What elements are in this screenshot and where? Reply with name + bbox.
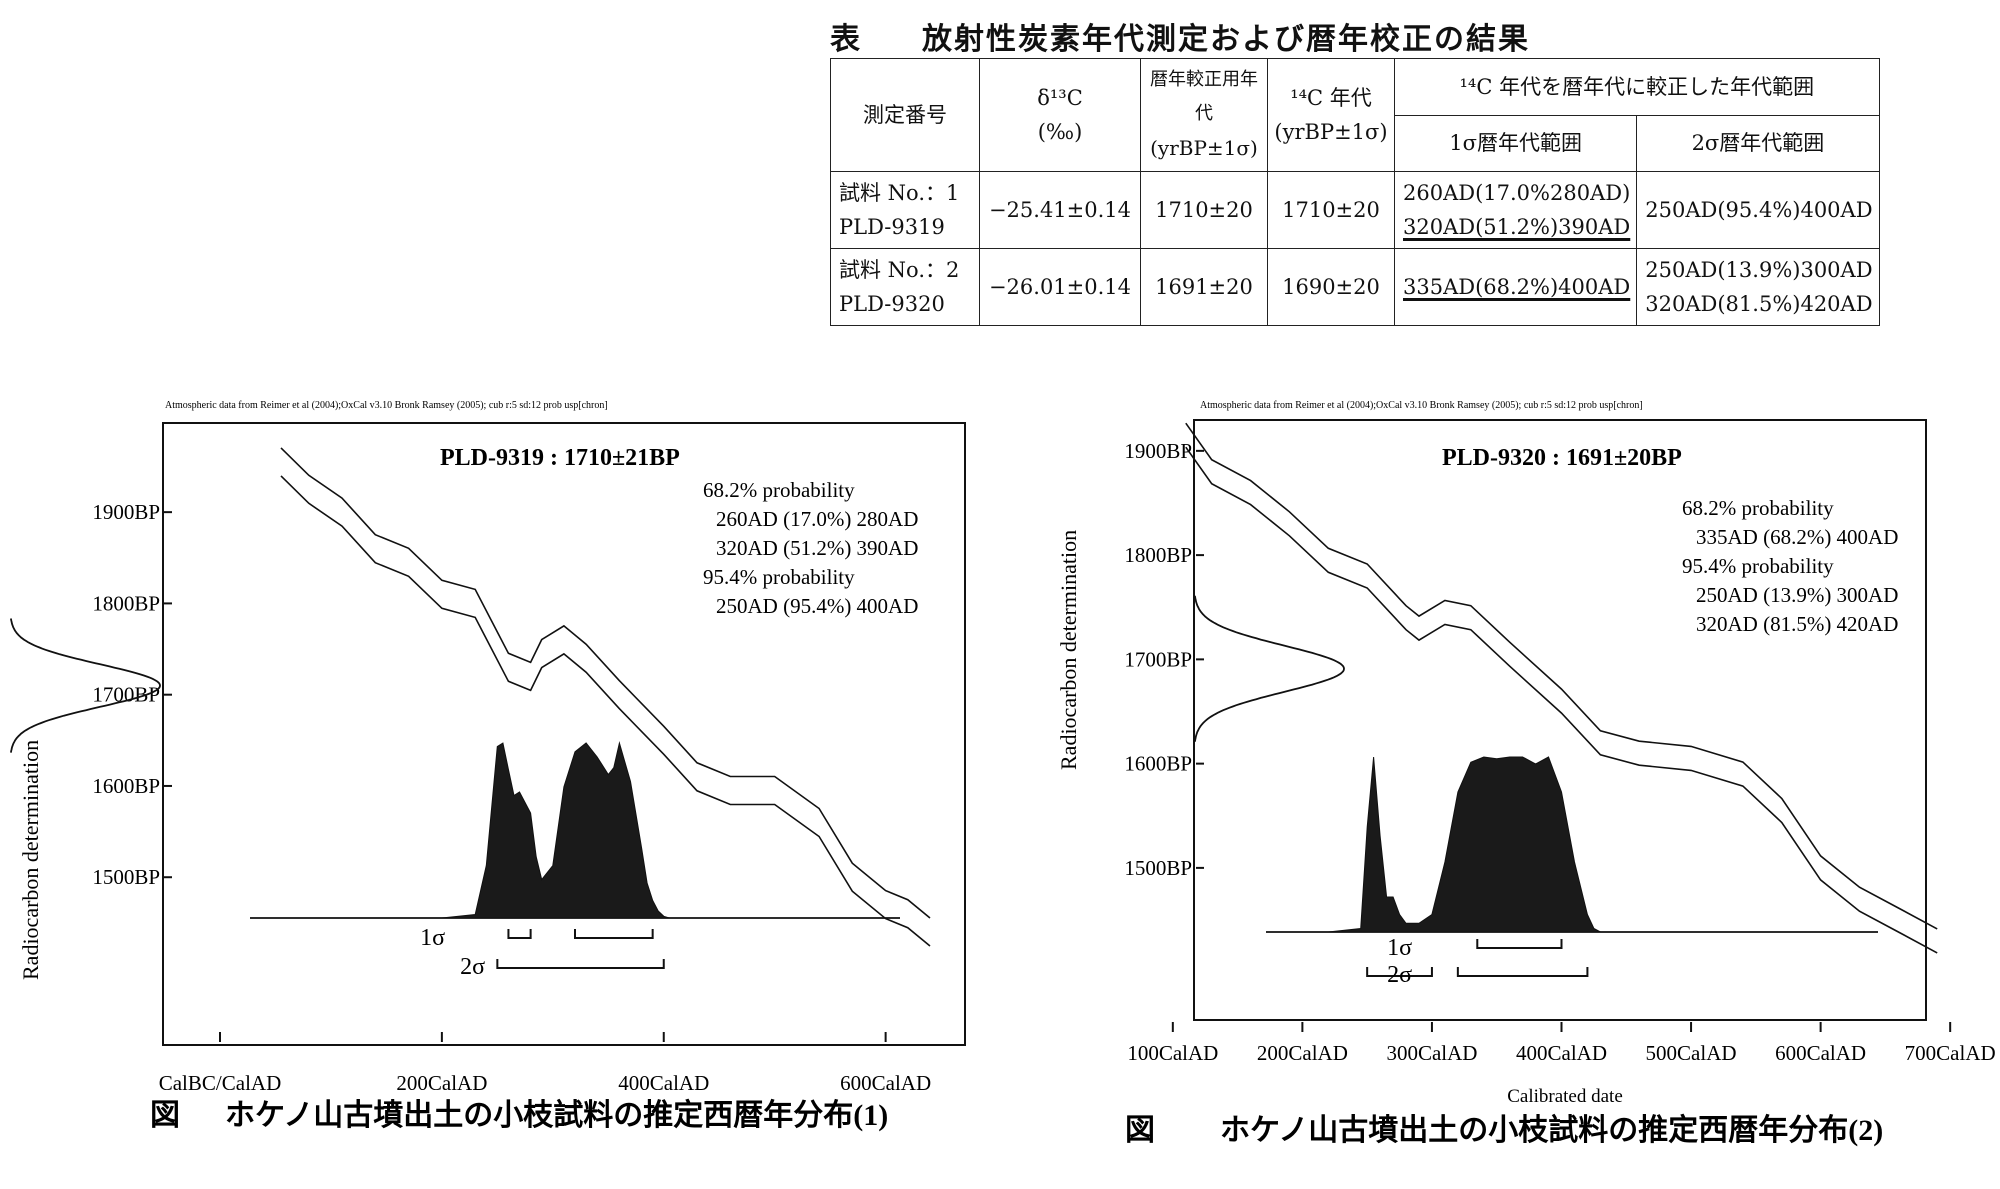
x-tick-label: 400CalAD xyxy=(1516,1041,1607,1065)
chart1-title: PLD-9319 : 1710±21BP xyxy=(440,445,680,471)
probability-distribution xyxy=(441,741,675,919)
x-tick-label: 200CalAD xyxy=(1257,1041,1348,1065)
chart2-legend: 68.2% probability 335AD (68.2%) 400AD 95… xyxy=(1682,496,1898,636)
y-tick-label: 1600BP xyxy=(92,774,160,798)
sigma1-range-bracket xyxy=(507,929,532,939)
chart2-sigma2-label: 2σ xyxy=(1387,962,1412,988)
chart1-legend-line: 260AD (17.0%) 280AD xyxy=(716,507,918,531)
cell-sample: 試料 No.：2 PLD-9320 xyxy=(830,248,980,326)
chart1-caption: ホケノ山古墳出土の小枝試料の推定西暦年分布(1) xyxy=(225,1098,888,1132)
y-tick-label: 1900BP xyxy=(92,500,160,524)
x-tick-label: 400CalAD xyxy=(618,1071,709,1095)
x-tick-label: 500CalAD xyxy=(1646,1041,1737,1065)
cell-delta13c: −26.01±0.14 xyxy=(979,248,1141,326)
y-tick-label: 1800BP xyxy=(1124,543,1192,567)
chart2-legend-line: 250AD (13.9%) 300AD xyxy=(1696,583,1898,607)
sigma1-range-bracket xyxy=(574,929,654,939)
table-row: 試料 No.：1 PLD-9319 −25.41±0.14 1710±20 171… xyxy=(830,171,1880,249)
chart2-caption-prefix: 図 xyxy=(1125,1114,1155,1147)
chart1-legend-line: 250AD (95.4%) 400AD xyxy=(716,594,918,618)
chart2-caption: ホケノ山古墳出土の小枝試料の推定西暦年分布(2) xyxy=(1220,1113,1883,1147)
chart1-header: Atmospheric data from Reimer et al (2004… xyxy=(165,400,608,411)
y-tick-label: 1700BP xyxy=(1124,647,1192,671)
chart1-legend-line: 95.4% probability xyxy=(703,565,855,589)
calibration-curve-lower xyxy=(280,475,931,947)
header-calib-age: 暦年較正用年代 (yrBP±1σ) xyxy=(1140,58,1268,172)
table-title-prefix: 表 xyxy=(830,22,862,57)
cell-sigma2: 250AD(95.4%)400AD xyxy=(1636,171,1880,249)
header-range-group: ¹⁴C 年代を暦年代に較正した年代範囲 xyxy=(1394,58,1880,116)
sigma1-range-bracket xyxy=(1476,939,1563,949)
cell-c14-age: 1710±20 xyxy=(1267,171,1395,249)
calibration-curve-upper xyxy=(1185,422,1938,930)
chart2-legend-line: 320AD (81.5%) 420AD xyxy=(1696,612,1898,636)
header-sigma1: 1σ暦年代範囲 xyxy=(1393,114,1638,172)
chart2-legend-line: 68.2% probability xyxy=(1682,496,1834,520)
cell-calib-age: 1691±20 xyxy=(1140,248,1268,326)
results-table: 測定番号 δ¹³C (‰) 暦年較正用年代 (yrBP±1σ) ¹⁴C 年代 (yrB… xyxy=(830,58,1880,326)
sigma2-range-bracket xyxy=(1366,967,1433,977)
header-sigma2: 2σ暦年代範囲 xyxy=(1636,114,1880,172)
cell-sigma2: 250AD(13.9%)300AD 320AD(81.5%)420AD xyxy=(1636,248,1880,326)
header-delta13c: δ¹³C (‰) xyxy=(979,58,1141,172)
chart2-title: PLD-9320 : 1691±20BP xyxy=(1442,445,1682,471)
measured-distribution xyxy=(1194,595,1345,742)
chart2-xlabel: Calibrated date xyxy=(1507,1086,1623,1107)
sigma2-range-bracket xyxy=(496,959,665,969)
cell-sigma1: 260AD(17.0%280AD) 320AD(51.2%)390AD xyxy=(1393,171,1638,249)
table-title: 表 放射性炭素年代測定および暦年校正の結果 xyxy=(830,14,1530,58)
x-tick-label: CalBC/CalAD xyxy=(159,1071,282,1095)
cell-sample: 試料 No.：1 PLD-9319 xyxy=(830,171,980,249)
measured-distribution xyxy=(10,618,161,753)
y-tick-label: 1700BP xyxy=(92,683,160,707)
y-tick-label: 1500BP xyxy=(1124,856,1192,880)
chart1-ylabel: Radiocarbon determination xyxy=(18,740,43,980)
chart2-legend-line: 335AD (68.2%) 400AD xyxy=(1696,525,1898,549)
chart1-legend-line: 68.2% probability xyxy=(703,478,855,502)
calibration-chart-1: Atmospheric data from Reimer et al (2004… xyxy=(10,400,966,1132)
header-sample: 測定番号 xyxy=(830,58,980,172)
x-tick-label: 600CalAD xyxy=(840,1071,931,1095)
header-c14-age: ¹⁴C 年代 (yrBP±1σ) xyxy=(1267,58,1395,172)
table-row: 試料 No.：2 PLD-9320 −26.01±0.14 1691±20 169… xyxy=(830,248,1880,326)
chart2-frame xyxy=(1193,419,1927,1021)
y-tick-label: 1600BP xyxy=(1124,752,1192,776)
chart1-sigma1-label: 1σ xyxy=(420,925,445,951)
chart2-ylabel: Radiocarbon determination xyxy=(1056,530,1081,770)
cell-delta13c: −25.41±0.14 xyxy=(979,171,1141,249)
cell-sigma1: 335AD(68.2%)400AD xyxy=(1393,248,1638,326)
probability-distribution xyxy=(1328,756,1601,933)
x-tick-label: 600CalAD xyxy=(1775,1041,1866,1065)
chart1-sigma2-label: 2σ xyxy=(460,954,485,980)
calibration-curve-lower xyxy=(1185,446,1938,954)
chart2-sigma1-label: 1σ xyxy=(1387,935,1412,961)
y-tick-label: 1900BP xyxy=(1124,439,1192,463)
cell-calib-age: 1710±20 xyxy=(1140,171,1268,249)
chart1-legend: 68.2% probability 260AD (17.0%) 280AD 32… xyxy=(703,478,918,618)
chart2-header: Atmospheric data from Reimer et al (2004… xyxy=(1200,400,1643,411)
sigma2-range-bracket xyxy=(1456,967,1589,977)
x-tick-label: 200CalAD xyxy=(396,1071,487,1095)
x-tick-label: 100CalAD xyxy=(1127,1041,1218,1065)
cell-c14-age: 1690±20 xyxy=(1267,248,1395,326)
calibration-chart-2: Atmospheric data from Reimer et al (2004… xyxy=(1056,400,1996,1147)
chart1-frame xyxy=(162,422,966,1046)
y-tick-label: 1500BP xyxy=(92,865,160,889)
chart1-caption-prefix: 図 xyxy=(150,1099,180,1132)
table-title-text: 放射性炭素年代測定および暦年校正の結果 xyxy=(922,22,1530,57)
calibration-curve-upper xyxy=(280,447,931,919)
chart1-legend-line: 320AD (51.2%) 390AD xyxy=(716,536,918,560)
chart2-legend-line: 95.4% probability xyxy=(1682,554,1834,578)
x-tick-label: 300CalAD xyxy=(1386,1041,1477,1065)
y-tick-label: 1800BP xyxy=(92,591,160,615)
x-tick-label: 700CalAD xyxy=(1905,1041,1996,1065)
